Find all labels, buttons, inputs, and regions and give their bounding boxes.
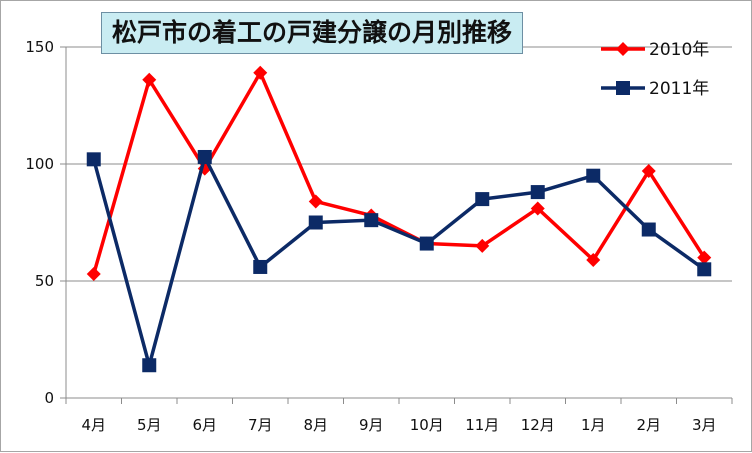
data-point	[530, 201, 545, 216]
legend-entry-1: 2010年	[601, 40, 709, 60]
x-tick-label: 6月	[192, 416, 217, 434]
x-tick-label: 12月	[521, 416, 555, 434]
data-point	[530, 185, 545, 200]
x-tick-label: 8月	[303, 416, 328, 434]
data-point	[641, 164, 656, 179]
y-tick-label: 0	[44, 389, 54, 407]
series-line	[92, 155, 706, 367]
data-point	[697, 262, 712, 277]
data-point	[86, 152, 101, 167]
y-tick-label: 100	[25, 155, 54, 173]
data-point	[253, 259, 268, 274]
series-2	[86, 149, 712, 373]
legend-entry-2: 2011年	[601, 79, 709, 99]
series-line	[92, 70, 706, 275]
y-axis-tick-labels: 0 50 100 150	[25, 38, 54, 407]
data-point	[364, 213, 379, 228]
x-tick-label: 11月	[465, 416, 499, 434]
x-tick-label: 1月	[581, 416, 606, 434]
x-tick-label: 10月	[410, 416, 444, 434]
data-point	[253, 65, 268, 80]
legend-label: 2010年	[649, 40, 709, 60]
legend-marker	[616, 42, 630, 56]
legend-marker	[616, 81, 630, 95]
data-point	[308, 215, 323, 230]
chart-title: 松戸市の着工の戸建分譲の月別推移	[101, 12, 524, 54]
data-point	[86, 266, 101, 281]
data-point	[197, 149, 212, 164]
legend: 2010年 2011年	[601, 40, 709, 99]
data-point	[142, 358, 157, 373]
data-point	[475, 238, 490, 253]
y-tick-label: 150	[25, 38, 54, 56]
x-tick-label: 9月	[359, 416, 384, 434]
x-axis-tick-labels: 4月 5月 6月 7月 8月 9月 10月 11月 12月 1月 2月 3月	[81, 416, 716, 434]
data-point	[308, 194, 323, 209]
gridlines	[66, 46, 732, 282]
axes	[60, 46, 733, 404]
y-tick-label: 50	[35, 272, 54, 290]
series-lines	[86, 65, 712, 373]
x-tick-label: 7月	[248, 416, 273, 434]
x-tick-label: 4月	[81, 416, 106, 434]
x-tick-label: 2月	[636, 416, 661, 434]
data-point	[586, 252, 601, 267]
data-point	[697, 250, 712, 265]
series-1	[86, 65, 712, 281]
legend-label: 2011年	[649, 79, 709, 99]
data-point	[419, 236, 434, 251]
x-tick-label: 5月	[137, 416, 162, 434]
data-point	[641, 222, 656, 237]
data-point	[475, 192, 490, 207]
x-tick-label: 3月	[692, 416, 717, 434]
data-point	[142, 72, 157, 87]
data-point	[586, 168, 601, 183]
